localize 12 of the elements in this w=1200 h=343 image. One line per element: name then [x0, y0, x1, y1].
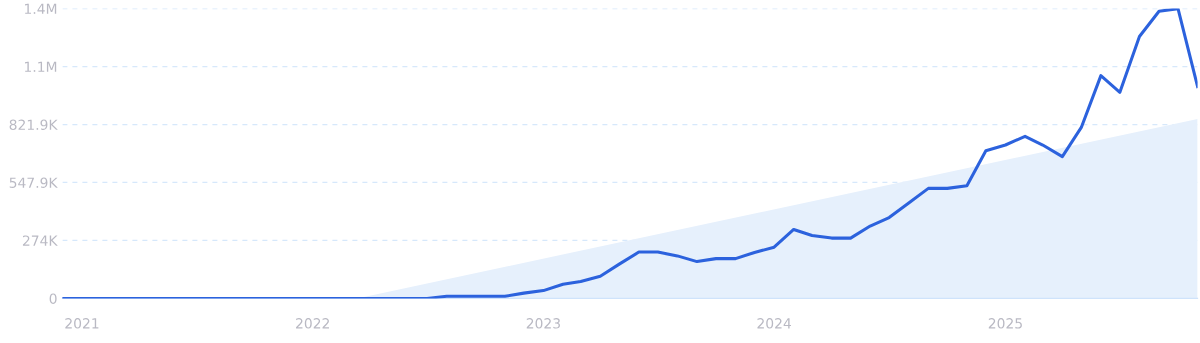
- line-series: [62, 8, 1198, 299]
- y-tick-label: 0: [49, 293, 57, 304]
- x-tick-label: 2025: [988, 318, 1022, 329]
- y-tick-label: 1.4M: [24, 3, 57, 14]
- x-tick-label: 2023: [526, 318, 560, 329]
- y-tick-label: 1.1M: [24, 61, 57, 72]
- y-tick-label: 547.9K: [9, 177, 58, 188]
- y-tick-label: 821.9K: [9, 119, 58, 130]
- x-tick-label: 2024: [757, 318, 792, 329]
- x-tick-label: 2022: [296, 318, 329, 329]
- x-tick-label: 2021: [65, 318, 99, 329]
- y-tick-label: 274K: [22, 235, 58, 246]
